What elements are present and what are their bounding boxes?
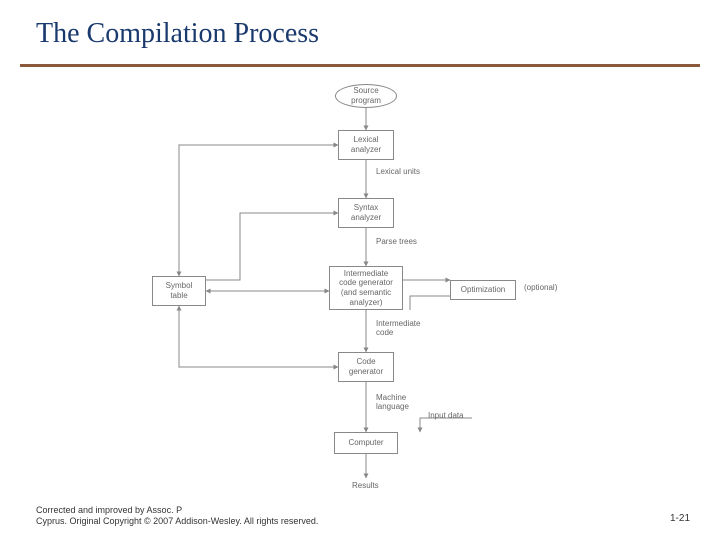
footer-line-2: Cyprus. Original Copyright © 2007 Addiso…: [36, 516, 318, 528]
edge-label: Machinelanguage: [376, 394, 409, 412]
edge-label: Results: [352, 482, 379, 491]
compilation-flowchart: Sourceprogram Lexicalanalyzer Syntaxanalyz…: [130, 80, 600, 510]
node-optim: Optimization: [450, 280, 516, 300]
page-number: 1-21: [670, 513, 690, 524]
node-syntax: Syntaxanalyzer: [338, 198, 394, 228]
footer-line-1: Corrected and improved by Assoc. P: [36, 505, 318, 517]
footer-text: Corrected and improved by Assoc. P Cypru…: [36, 505, 318, 528]
node-symbol: Symboltable: [152, 276, 206, 306]
node-lex: Lexicalanalyzer: [338, 130, 394, 160]
page-title: The Compilation Process: [36, 18, 319, 50]
node-interm: Intermediatecode generator(and semantica…: [329, 266, 403, 310]
edge-label: Lexical units: [376, 168, 420, 177]
edge-label: (optional): [524, 284, 557, 293]
node-codegen: Codegenerator: [338, 352, 394, 382]
node-source: Sourceprogram: [335, 84, 397, 108]
node-computer: Computer: [334, 432, 398, 454]
edge-label: Intermediatecode: [376, 320, 420, 338]
edge-label: Parse trees: [376, 238, 417, 247]
title-rule: [20, 64, 700, 67]
edge-label: Input data: [428, 412, 464, 421]
